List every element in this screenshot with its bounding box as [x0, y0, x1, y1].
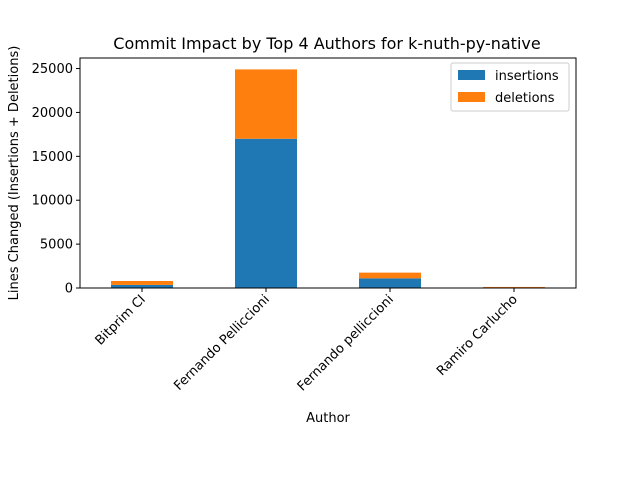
bar-insertions-0 [111, 284, 173, 288]
y-tick-label-4: 20000 [32, 106, 73, 121]
bar-insertions-1 [235, 138, 297, 288]
y-axis: 0 5000 10000 15000 20000 25000 [32, 62, 80, 297]
y-axis-label: Lines Changed (Insertions + Deletions) [7, 46, 22, 301]
legend-swatch-insertions [458, 70, 485, 80]
x-axis-label: Author [306, 411, 350, 426]
legend-label-deletions: deletions [495, 91, 555, 106]
plot-frame [79, 57, 577, 289]
y-tick-label-0: 0 [65, 282, 73, 297]
bar-deletions-1 [235, 69, 297, 139]
legend: insertions deletions [450, 62, 570, 112]
bar-deletions-3 [483, 286, 545, 288]
y-tick-label-5: 25000 [32, 62, 73, 77]
bar-insertions-2 [359, 278, 421, 288]
bar-deletions-2 [359, 272, 421, 279]
y-tick-label-2: 10000 [32, 194, 73, 209]
y-tick-label-1: 5000 [40, 238, 73, 253]
bar-deletions-0 [111, 280, 173, 285]
chart-title: Commit Impact by Top 4 Authors for k-nut… [113, 34, 540, 53]
bars-group [111, 69, 545, 288]
y-tick-label-3: 15000 [32, 150, 73, 165]
legend-swatch-deletions [458, 92, 485, 102]
legend-label-insertions: insertions [495, 69, 559, 84]
